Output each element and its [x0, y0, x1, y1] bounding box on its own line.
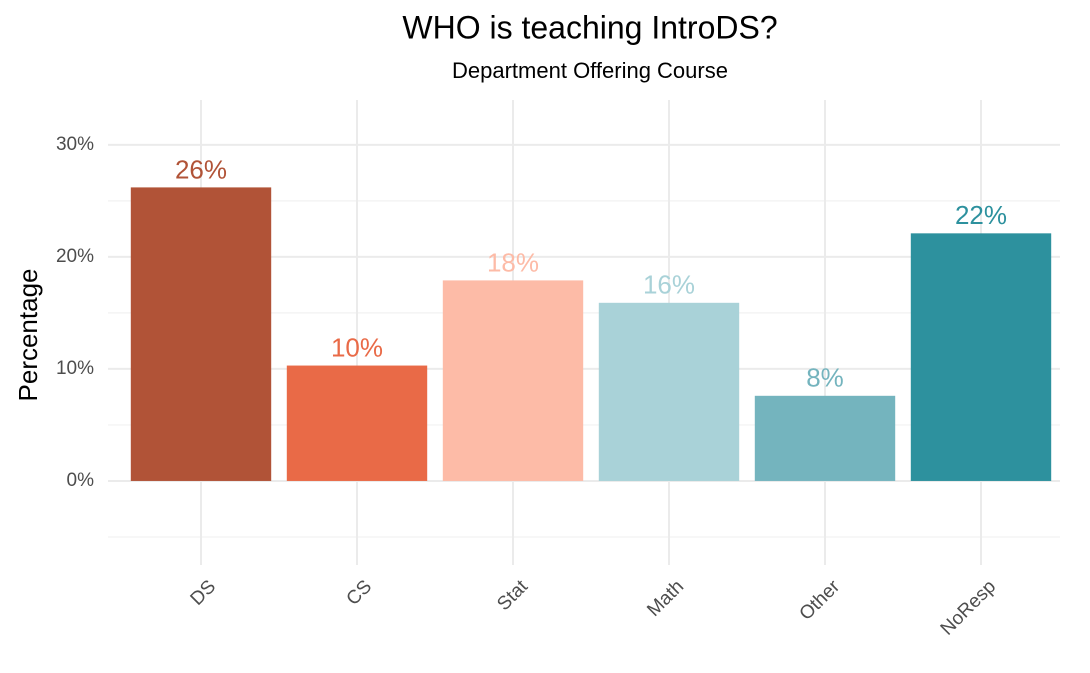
y-tick-label: 20% [56, 246, 94, 267]
bar [598, 302, 740, 481]
bar [130, 187, 272, 481]
bar [442, 280, 584, 481]
value-label: 10% [331, 332, 383, 362]
y-tick-label: 0% [67, 470, 95, 491]
y-tick-label: 10% [56, 358, 94, 379]
x-tick-label: CS [343, 576, 377, 610]
y-axis-label: Percentage [13, 269, 43, 402]
x-tick-label: Other [796, 576, 845, 625]
bar [910, 233, 1052, 481]
bar [754, 395, 896, 481]
x-tick-label: DS [187, 576, 221, 610]
value-label: 26% [175, 154, 227, 184]
y-tick-label: 30% [56, 134, 94, 155]
x-tick-label: Stat [493, 576, 532, 615]
value-label: 22% [955, 200, 1007, 230]
x-tick-label: Math [643, 576, 688, 621]
bar [286, 365, 428, 481]
value-label: 16% [643, 270, 695, 300]
value-label: 18% [487, 247, 539, 277]
value-label: 8% [806, 363, 844, 393]
x-tick-label: NoResp [937, 576, 1000, 639]
chart-title: WHO is teaching IntroDS? [402, 9, 777, 45]
chart-subtitle: Department Offering Course [452, 58, 728, 83]
